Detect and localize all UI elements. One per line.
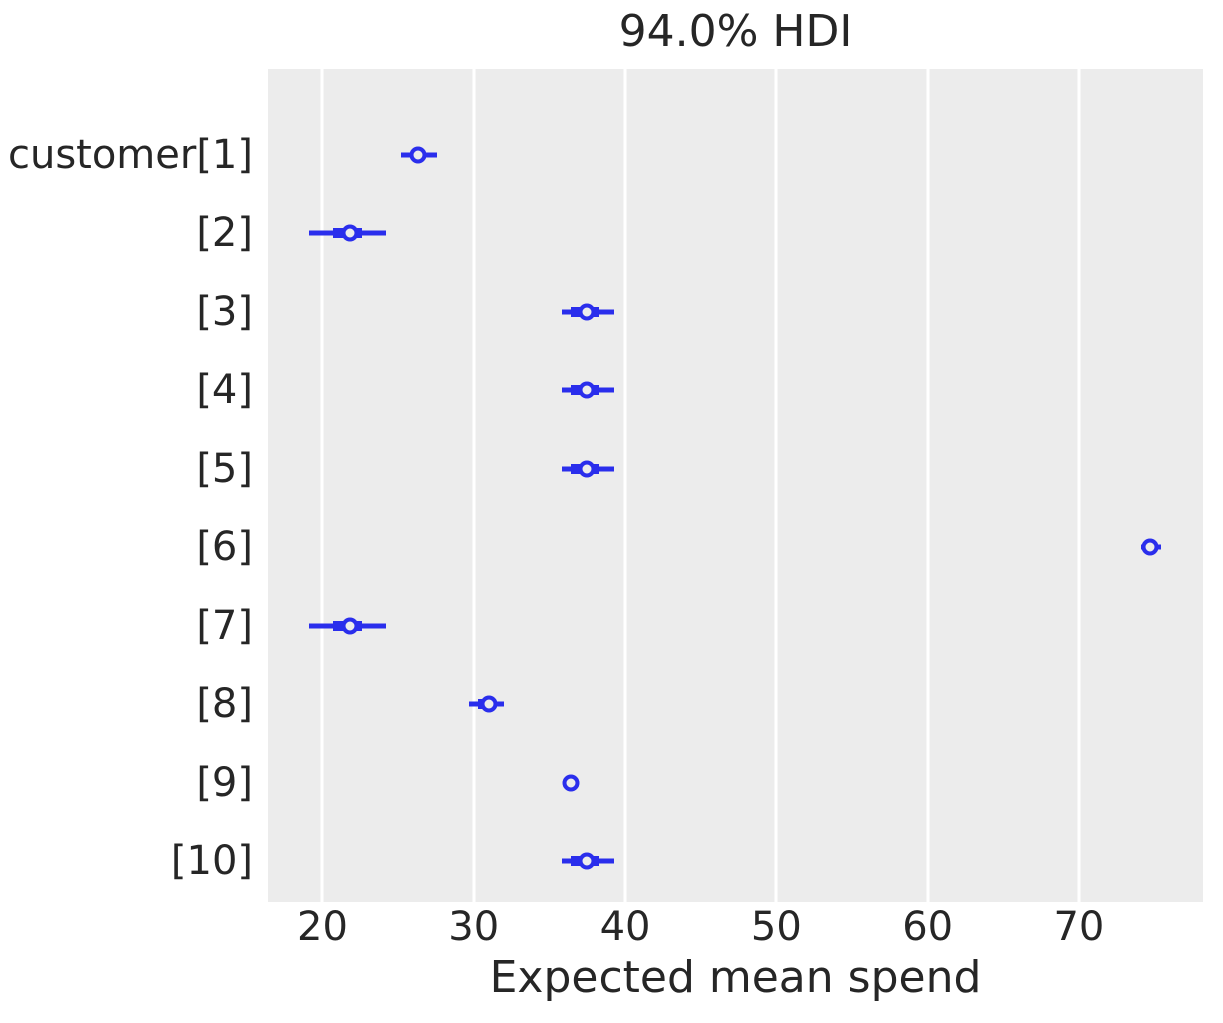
gridline: [774, 69, 778, 902]
x-tick-label: 30: [448, 904, 500, 950]
mean-point-marker: [578, 852, 596, 870]
mean-point-marker: [341, 224, 359, 242]
mean-point-marker: [578, 381, 596, 399]
y-tick-label: [10]: [170, 837, 253, 884]
y-tick-label: [2]: [196, 210, 253, 257]
x-tick-label: 20: [297, 904, 348, 950]
mean-point-marker: [341, 617, 359, 635]
plot-area: [268, 69, 1203, 902]
y-tick-label: [3]: [196, 288, 253, 335]
mean-point-marker: [480, 695, 498, 713]
y-tick-label: [9]: [196, 759, 253, 806]
y-tick-label: [4]: [196, 367, 253, 414]
gridline: [320, 69, 324, 902]
y-axis-labels: customer[1] [2] [3] [4] [5] [6] [7] [8] [9] [10]: [0, 69, 253, 902]
mean-point-marker: [1141, 538, 1159, 556]
plot-title: 94.0% HDI: [618, 6, 853, 57]
gridline: [926, 69, 930, 902]
y-tick-label: customer[1]: [7, 131, 253, 178]
y-tick-label: [7]: [196, 602, 253, 649]
mean-point-marker: [562, 774, 580, 791]
gridline: [623, 69, 627, 902]
x-tick-label: 50: [750, 904, 802, 950]
y-tick-label: [6]: [196, 524, 253, 571]
x-tick-label: 40: [599, 904, 651, 950]
mean-point-marker: [409, 146, 427, 164]
x-tick-label: 70: [1053, 904, 1105, 950]
mean-point-marker: [578, 303, 596, 321]
x-tick-label: 60: [902, 904, 954, 950]
x-axis-ticks: 20 30 40 50 60 70: [268, 904, 1203, 956]
gridline: [472, 69, 476, 902]
gridline: [1077, 69, 1081, 902]
y-tick-label: [8]: [196, 681, 253, 728]
mean-point-marker: [578, 460, 596, 478]
y-tick-label: [5]: [196, 445, 253, 492]
x-axis-label: Expected mean spend: [489, 952, 982, 1003]
